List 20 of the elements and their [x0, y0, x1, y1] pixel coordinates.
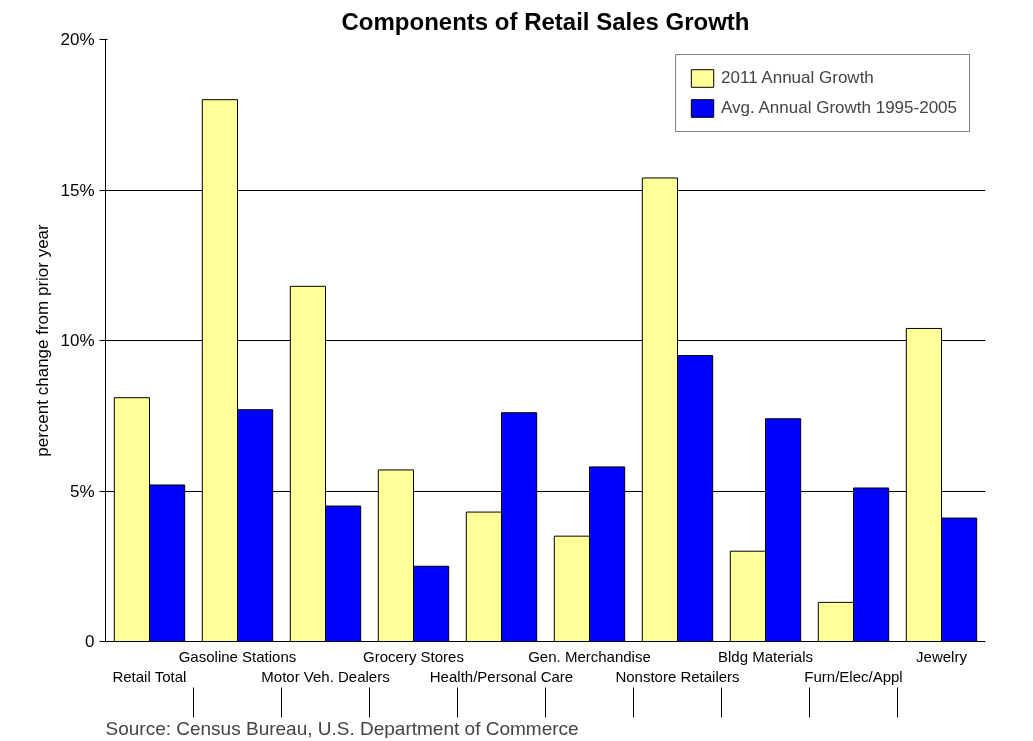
y-axis-title: percent change from prior year [33, 223, 53, 457]
y-tick-label: 5% [69, 481, 95, 501]
x-tick-label: Gen. Merchandise [528, 647, 651, 665]
x-tick-label: Health/Personal Care [429, 667, 574, 685]
x-tick-label: Grocery Stores [363, 647, 464, 665]
x-tick-label: Motor Veh. Dealers [261, 667, 390, 685]
x-tick-label: Furn/Elec/Appl [804, 667, 903, 685]
y-tick-label: 0 [85, 632, 95, 651]
x-tick-label: Jewelry [916, 647, 968, 665]
x-tick-label: Nonstore Retailers [615, 667, 740, 685]
x-tick-label: Bldg Materials [717, 647, 814, 665]
legend-label: 2011 Annual Growth [721, 68, 874, 88]
x-tick-label: Gasoline Stations [178, 647, 297, 665]
y-tick-label: 10% [60, 331, 95, 350]
source-note: Source: Census Bureau, U.S. Department of Commerce [105, 717, 579, 739]
x-tick-label: Retail Total [112, 667, 187, 685]
legend-label: Avg. Annual Growth 1995-2005 [721, 98, 957, 118]
y-tick-label: 20% [60, 30, 95, 49]
y-tick-label: 15% [60, 180, 95, 200]
chart-title: Components of Retail Sales Growth [341, 7, 750, 35]
